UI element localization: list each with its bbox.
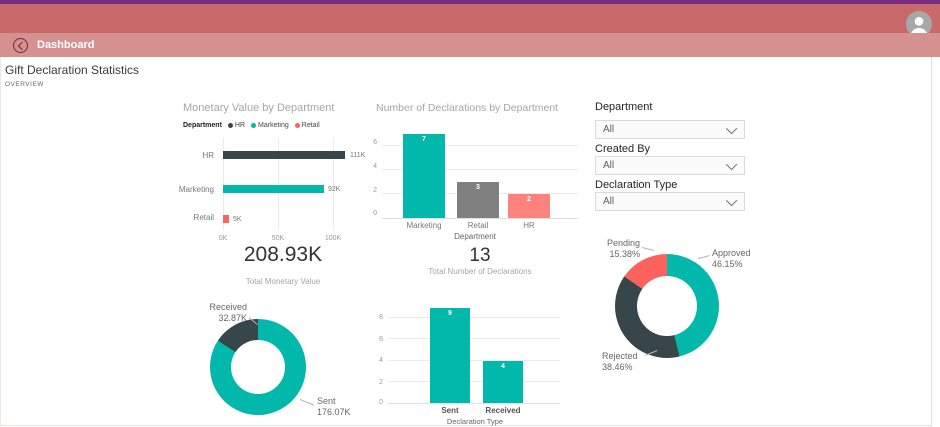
sent-slice-label: Sent 176.07K: [317, 396, 351, 417]
declaration-type-filter-label: Declaration Type: [595, 179, 678, 191]
created-by-filter-value: All: [603, 160, 615, 171]
gridline: [388, 338, 560, 339]
breadcrumb-bar: [0, 33, 940, 57]
x-tick: 100K: [324, 235, 342, 242]
received-slice-label: Received 32.87K: [209, 302, 247, 323]
status-donut[interactable]: [615, 254, 719, 358]
created-by-filter-select[interactable]: All: [595, 156, 745, 175]
department-filter-value: All: [603, 124, 615, 135]
y-tick: 6: [373, 139, 377, 146]
chevron-left-icon: [17, 41, 26, 50]
total-declarations-caption: Total Number of Declarations: [428, 267, 532, 276]
user-avatar[interactable]: [906, 11, 932, 37]
page-title: Gift Declaration Statistics: [5, 63, 140, 77]
bar-hr-count[interactable]: 2: [508, 194, 550, 218]
vbar-category-hr: HR: [523, 221, 535, 230]
bar-marketing[interactable]: [223, 185, 325, 193]
person-icon: [906, 11, 932, 37]
bar-value-hr: 111K: [350, 152, 366, 159]
x-axis-title: Declaration Type: [446, 417, 504, 426]
content-frame: [0, 57, 932, 426]
gridline: [278, 138, 279, 230]
total-monetary-value-kpi: 208.93K: [243, 243, 323, 266]
y-tick: 0: [373, 210, 377, 217]
gridline: [382, 145, 578, 146]
vbar-category-sent: Sent: [441, 406, 459, 415]
monetary-value-chart-title: Monetary Value by Department: [183, 102, 335, 114]
chevron-down-icon: [725, 194, 738, 206]
department-filter-label: Department: [595, 101, 653, 113]
y-tick: 4: [373, 163, 377, 170]
legend-dot-retail: [294, 123, 300, 128]
legend-dot-hr: [227, 123, 233, 128]
x-tick: 0K: [218, 235, 228, 242]
hbar-category-retail: Retail: [193, 213, 214, 222]
legend-item-hr[interactable]: HR: [227, 122, 245, 129]
bar-sent[interactable]: 9: [430, 307, 470, 403]
y-tick: 8: [379, 314, 383, 321]
legend-item-retail[interactable]: Retail: [294, 122, 320, 129]
legend-title: Department: [183, 122, 222, 129]
gridline: [388, 317, 560, 318]
back-button[interactable]: [13, 38, 28, 53]
chevron-down-icon: [725, 122, 738, 134]
vbar-category-marketing: Marketing: [406, 221, 442, 230]
gridline: [333, 138, 334, 230]
x-tick: 50K: [271, 235, 285, 242]
gridline: [388, 360, 560, 361]
declaration-type-plot: 9 4: [388, 306, 560, 404]
bar-marketing-count[interactable]: 7: [403, 134, 445, 218]
breadcrumb-title: Dashboard: [37, 39, 95, 51]
legend-item-marketing[interactable]: Marketing: [251, 122, 289, 129]
top-accent-strip: [0, 0, 940, 4]
rejected-slice-label: Rejected 38.46%: [602, 351, 638, 372]
chevron-down-icon: [725, 158, 738, 170]
bar-retail-count[interactable]: 3: [457, 182, 499, 218]
bar-value-marketing: 92K: [328, 186, 341, 193]
bar-retail[interactable]: [223, 215, 229, 223]
bar-hr[interactable]: [223, 151, 346, 159]
donut-hole: [637, 276, 697, 336]
y-tick: 6: [379, 336, 383, 343]
department-filter-select[interactable]: All: [595, 120, 745, 139]
bar-received[interactable]: 4: [483, 360, 523, 403]
pending-slice-label: Pending 15.38%: [606, 238, 640, 259]
vbar-category-retail: Retail: [467, 221, 489, 230]
bar-value-retail: 5K: [233, 216, 242, 223]
declaration-type-filter-value: All: [603, 196, 615, 207]
app-header: [0, 4, 940, 37]
y-tick: 0: [379, 399, 383, 406]
hbar-category-hr: HR: [202, 151, 214, 160]
donut-hole: [231, 340, 285, 394]
gridline: [388, 381, 560, 382]
total-declarations-kpi: 13: [469, 245, 491, 266]
declarations-by-department-chart-title: Number of Declarations by Department: [376, 102, 559, 114]
sent-received-donut[interactable]: [210, 319, 306, 415]
declarations-by-department-plot: 7 3 2: [382, 128, 578, 219]
gridline: [382, 169, 578, 170]
legend-dot-marketing: [251, 123, 257, 128]
y-tick: 2: [379, 379, 383, 386]
x-axis-title: Department: [454, 232, 496, 241]
approved-slice-label: Approved 46.15%: [712, 248, 751, 269]
hbar-category-marketing: Marketing: [178, 185, 214, 194]
monetary-value-chart-legend: Department HR Marketing Retail: [183, 122, 320, 129]
y-tick: 4: [379, 357, 383, 364]
total-monetary-value-caption: Total Monetary Value: [245, 277, 321, 286]
created-by-filter-label: Created By: [595, 143, 651, 155]
y-tick: 2: [373, 187, 377, 194]
vbar-category-received: Received: [485, 406, 521, 415]
declaration-type-filter-select[interactable]: All: [595, 192, 745, 211]
gridline: [223, 138, 224, 230]
page-subtitle: OVERVIEW: [5, 81, 44, 88]
